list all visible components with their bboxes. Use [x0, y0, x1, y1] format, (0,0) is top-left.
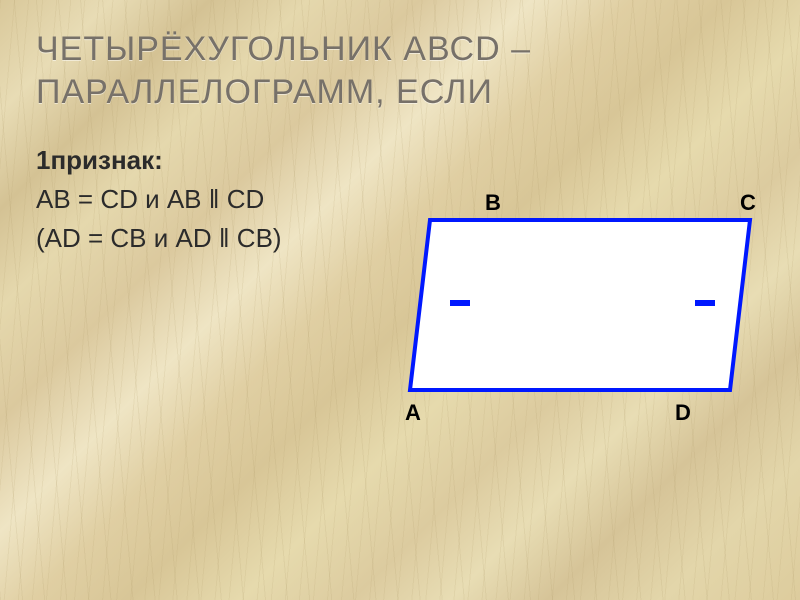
vertex-label-c: C: [740, 190, 756, 216]
slide-title: ЧЕТЫРЁХУГОЛЬНИК АВСD – ПАРАЛЛЕЛОГРАММ, Е…: [36, 28, 764, 113]
slide-content: ЧЕТЫРЁХУГОЛЬНИК АВСD – ПАРАЛЛЕЛОГРАММ, Е…: [0, 0, 800, 600]
title-line-1: ЧЕТЫРЁХУГОЛЬНИК АВСD –: [36, 30, 531, 68]
vertex-label-b: B: [485, 190, 501, 216]
side-tick-ab: [450, 300, 470, 306]
parallelogram-diagram: A B C D: [395, 190, 775, 450]
vertex-label-d: D: [675, 400, 691, 426]
side-tick-cd: [695, 300, 715, 306]
criterion-label: 1признак:: [36, 141, 764, 180]
title-line-2: ПАРАЛЛЕЛОГРАММ, ЕСЛИ: [36, 73, 493, 111]
vertex-label-a: A: [405, 400, 421, 426]
parallelogram-svg: [395, 190, 775, 450]
